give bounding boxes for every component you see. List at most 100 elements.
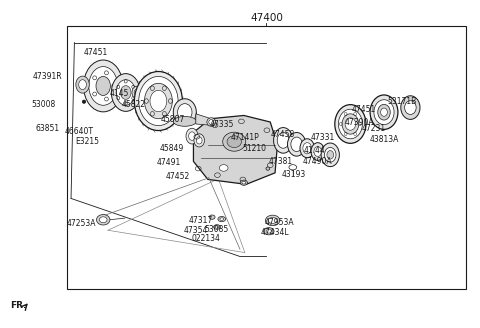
Text: 63851: 63851 [36, 124, 60, 133]
Ellipse shape [242, 181, 246, 184]
Ellipse shape [370, 95, 398, 129]
Bar [67, 26, 466, 289]
Ellipse shape [265, 215, 280, 226]
Ellipse shape [215, 226, 219, 228]
Ellipse shape [311, 143, 324, 160]
Text: 53085: 53085 [205, 225, 229, 234]
Ellipse shape [116, 80, 135, 105]
Ellipse shape [277, 133, 289, 148]
Text: 022134: 022134 [191, 234, 220, 243]
Text: 47381: 47381 [269, 157, 293, 166]
Ellipse shape [209, 119, 214, 124]
Ellipse shape [186, 128, 198, 144]
Text: 53171B: 53171B [388, 97, 417, 106]
Ellipse shape [324, 148, 336, 162]
Ellipse shape [134, 72, 182, 131]
Ellipse shape [209, 215, 215, 219]
Text: 53008: 53008 [31, 100, 55, 110]
Ellipse shape [314, 147, 322, 156]
Text: 51210: 51210 [242, 144, 266, 153]
Ellipse shape [120, 86, 131, 99]
Ellipse shape [288, 133, 306, 156]
Ellipse shape [378, 104, 390, 120]
Ellipse shape [381, 108, 387, 116]
Ellipse shape [173, 116, 196, 126]
Ellipse shape [178, 104, 192, 121]
Ellipse shape [132, 86, 142, 99]
Ellipse shape [240, 180, 248, 185]
Text: 47335: 47335 [210, 120, 234, 129]
Ellipse shape [139, 76, 178, 126]
Ellipse shape [327, 151, 334, 159]
Ellipse shape [134, 89, 139, 96]
Ellipse shape [401, 96, 420, 119]
Text: 47953A: 47953A [264, 218, 294, 227]
Polygon shape [193, 115, 277, 184]
Text: 41.44: 41.44 [303, 146, 325, 155]
Text: 47331: 47331 [311, 133, 335, 142]
Ellipse shape [374, 100, 394, 125]
Ellipse shape [338, 109, 362, 139]
Ellipse shape [173, 99, 196, 126]
Ellipse shape [274, 128, 293, 153]
Ellipse shape [300, 139, 314, 158]
Ellipse shape [79, 80, 86, 90]
Ellipse shape [291, 137, 302, 152]
Text: 47317: 47317 [189, 216, 213, 225]
Ellipse shape [321, 143, 339, 167]
Ellipse shape [83, 100, 86, 103]
Text: 47391R: 47391R [32, 72, 62, 81]
Ellipse shape [220, 218, 224, 220]
Text: 47434L: 47434L [260, 228, 289, 237]
Ellipse shape [345, 118, 356, 130]
Ellipse shape [207, 118, 216, 126]
Text: 47491: 47491 [157, 158, 181, 167]
Ellipse shape [219, 165, 228, 171]
Text: 47490A: 47490A [303, 157, 333, 166]
Text: 47253A: 47253A [67, 219, 96, 228]
Ellipse shape [96, 215, 110, 225]
Text: 47452: 47452 [166, 172, 190, 181]
Ellipse shape [89, 67, 118, 105]
Ellipse shape [223, 132, 246, 151]
Ellipse shape [266, 230, 272, 233]
Text: 45822: 45822 [121, 100, 145, 109]
Ellipse shape [144, 83, 172, 119]
Text: 45849: 45849 [160, 144, 184, 153]
Ellipse shape [342, 114, 359, 134]
Ellipse shape [335, 105, 366, 143]
Ellipse shape [150, 91, 167, 112]
Ellipse shape [111, 74, 140, 111]
Ellipse shape [405, 101, 416, 114]
Text: 43193: 43193 [282, 170, 306, 179]
Text: 47451: 47451 [84, 48, 108, 57]
Polygon shape [196, 114, 211, 125]
Text: FR.: FR. [11, 301, 27, 310]
Text: 47231: 47231 [361, 124, 385, 133]
Ellipse shape [84, 60, 123, 112]
Ellipse shape [196, 137, 202, 144]
Ellipse shape [268, 217, 277, 223]
Text: 45807: 45807 [161, 115, 185, 124]
Ellipse shape [214, 225, 220, 229]
Ellipse shape [227, 136, 241, 148]
Ellipse shape [264, 228, 274, 235]
Text: 47400: 47400 [250, 13, 283, 23]
Ellipse shape [303, 143, 312, 154]
Ellipse shape [266, 167, 270, 170]
Ellipse shape [96, 76, 110, 95]
Ellipse shape [218, 216, 226, 222]
Text: 47458: 47458 [271, 130, 295, 139]
Ellipse shape [76, 76, 89, 93]
Ellipse shape [99, 217, 107, 223]
Text: E3215: E3215 [75, 137, 99, 146]
Text: 47390A: 47390A [344, 117, 374, 127]
Text: 43813A: 43813A [369, 135, 399, 144]
Text: 4145: 4145 [109, 89, 129, 98]
Text: 46640T: 46640T [65, 127, 94, 136]
Ellipse shape [194, 134, 204, 147]
Ellipse shape [189, 132, 195, 140]
Text: 47451: 47451 [352, 105, 376, 114]
Text: 47354: 47354 [184, 226, 208, 235]
Text: 47141P: 47141P [230, 133, 259, 142]
